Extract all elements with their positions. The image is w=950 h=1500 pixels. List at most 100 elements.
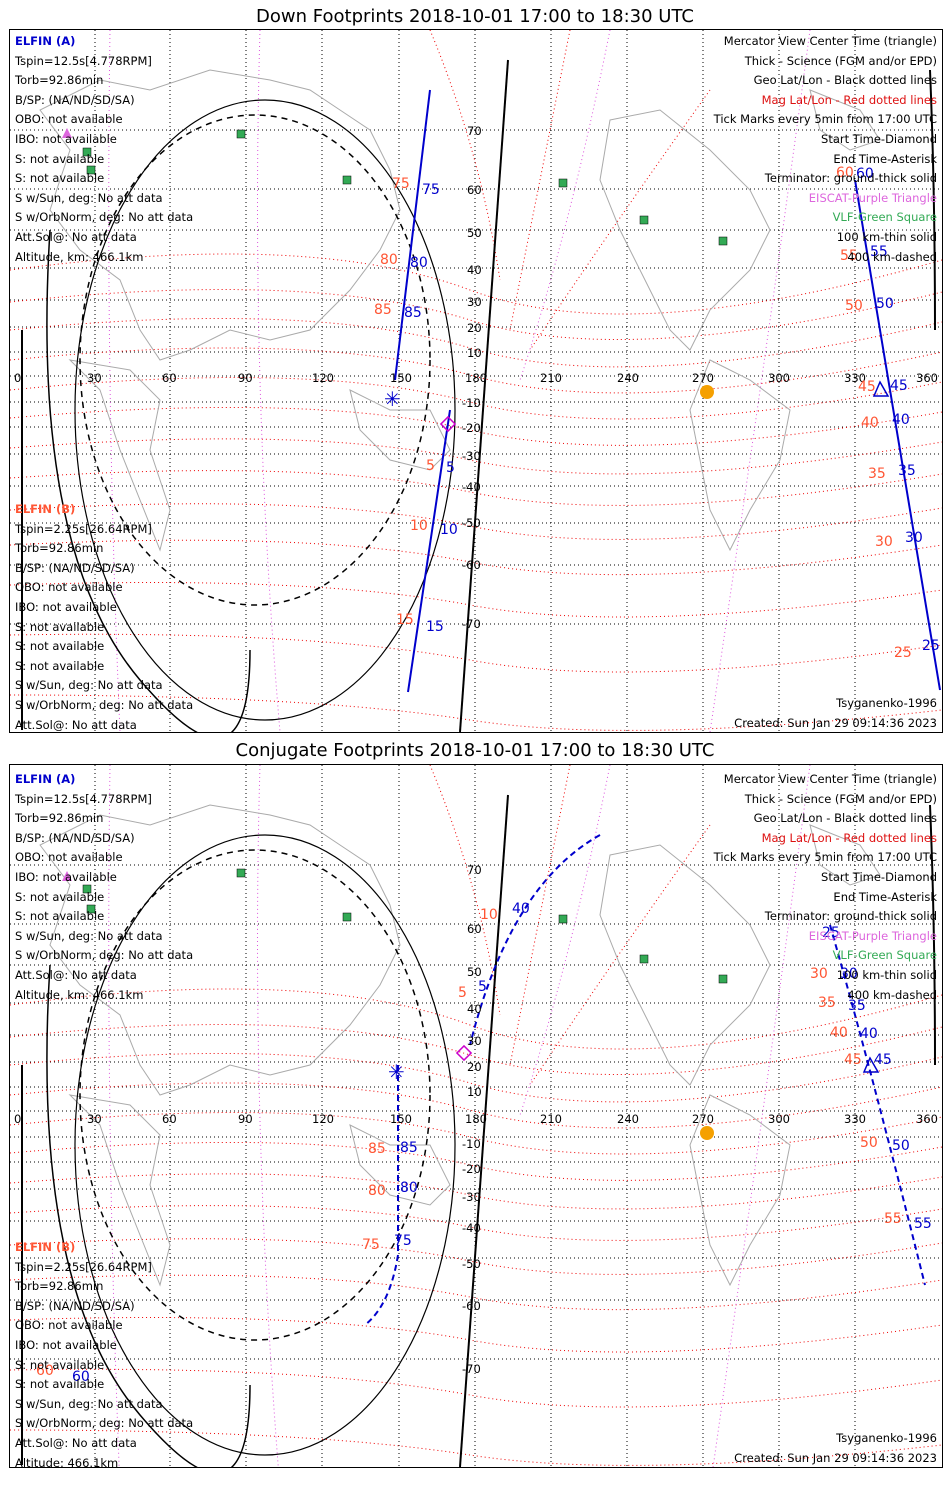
elfin-b-name: ELFIN (B): [15, 1240, 76, 1254]
svg-text:45: 45: [890, 378, 908, 394]
terminator-right: [929, 69, 936, 331]
info-line: Att.Sol@: No att data: [15, 967, 137, 982]
svg-text:50: 50: [876, 296, 894, 312]
legend-item: Terminator: ground-thick solid: [764, 171, 937, 186]
svg-text:40: 40: [892, 412, 910, 428]
panel-title: Conjugate Footprints 2018-10-01 17:00 to…: [235, 740, 715, 761]
info-line: S w/Sun, deg: No att data: [15, 190, 163, 205]
legend-item: Terminator: ground-thick solid: [764, 909, 937, 924]
elfin-a-track-south: [407, 409, 451, 693]
info-line: S: not available: [15, 171, 105, 186]
info-line: Torb=92.86min: [15, 73, 104, 88]
eiscat-triangle: [62, 128, 72, 138]
mag-grid: [10, 765, 942, 1466]
legend-item: EISCAT-Purple Triangle: [808, 928, 937, 943]
svg-text:-70: -70: [462, 617, 481, 631]
info-line: S w/OrbNorm, deg: No att data: [15, 210, 194, 225]
svg-text:5: 5: [458, 985, 467, 1001]
legend-item: Mercator View Center Time (triangle): [723, 772, 937, 786]
svg-text:50: 50: [892, 1138, 910, 1154]
svg-text:330: 330: [844, 371, 866, 385]
info-line: Torb=92.86min: [15, 1279, 104, 1294]
info-line: S: not available: [15, 639, 105, 654]
info-line: OBO: not available: [15, 112, 123, 127]
svg-text:45: 45: [858, 379, 876, 395]
legend-item: 100 km-thin solid: [836, 229, 937, 244]
info-line: Att.Sol@: No att data: [15, 1435, 137, 1450]
elfin-a-track-east: [854, 179, 941, 691]
info-line: S w/OrbNorm, deg: No att data: [15, 697, 194, 712]
info-line: Altitude, km: 466.1km: [15, 987, 144, 1002]
svg-text:240: 240: [617, 1112, 639, 1126]
info-line: S w/OrbNorm, deg: No att data: [15, 948, 194, 963]
svg-text:30: 30: [87, 371, 102, 385]
elfin-a-name: ELFIN (A): [15, 772, 76, 786]
svg-text:75: 75: [394, 1233, 412, 1249]
svg-text:50: 50: [860, 1135, 878, 1151]
panel-title: Down Footprints 2018-10-01 17:00 to 18:3…: [256, 6, 694, 27]
svg-text:60: 60: [36, 1363, 54, 1379]
svg-text:85: 85: [374, 302, 392, 318]
range-400km: [79, 114, 431, 606]
svg-text:55: 55: [914, 1216, 932, 1232]
svg-text:30: 30: [467, 1034, 482, 1048]
svg-text:40: 40: [467, 1002, 482, 1016]
elfin-a-conjugate-east: [829, 924, 926, 1286]
track-tick-labels: 75 75 80 80 85 85 5 5 10 10 15 15 60 60 …: [374, 165, 940, 661]
svg-text:300: 300: [768, 1112, 790, 1126]
elfin-b-name: ELFIN (B): [15, 502, 76, 516]
svg-text:70: 70: [467, 124, 482, 138]
info-line: S: not available: [15, 1357, 105, 1372]
range-100km: [74, 834, 456, 1456]
svg-text:150: 150: [390, 371, 412, 385]
svg-text:40: 40: [512, 901, 530, 917]
legend-item: 400 km-dashed: [847, 249, 937, 264]
svg-text:30: 30: [840, 966, 858, 982]
info-line: S: not available: [15, 909, 105, 924]
info-line: Tspin=2.25s[26.64RPM]: [15, 1259, 152, 1274]
info-line: IBO: not available: [15, 131, 117, 146]
svg-text:-60: -60: [462, 558, 481, 572]
map-canvas: ✳ 0 30 60 90 120 150 180 210 240 270 300…: [10, 765, 942, 1467]
track-tick-labels: 10 40 5 5 85 85 80 80 75 75 25 30 30 35 …: [36, 901, 932, 1385]
svg-text:180: 180: [465, 371, 487, 385]
svg-text:60: 60: [72, 1369, 90, 1385]
range-100km: [74, 99, 456, 721]
geo-grid: [10, 765, 942, 1467]
svg-text:40: 40: [467, 263, 482, 277]
terminator-left: [46, 964, 251, 1467]
mag-grid: [10, 30, 942, 731]
center-triangle: [862, 1056, 880, 1073]
start-diamond: [439, 415, 457, 433]
legend-item: Tick Marks every 5min from 17:00 UTC: [713, 850, 937, 865]
svg-text:270: 270: [692, 1112, 714, 1126]
sun-icon: [700, 1126, 714, 1140]
mag-meridians: [108, 30, 811, 732]
svg-text:180: 180: [465, 1112, 487, 1126]
svg-text:35: 35: [898, 463, 916, 479]
terminator-left: [46, 229, 251, 732]
info-line: B/SP: (NA/ND/SD/SA): [15, 560, 135, 575]
svg-text:300: 300: [768, 371, 790, 385]
info-line: S: not available: [15, 151, 105, 166]
legend-item: Mag Lat/Lon - Red dotted lines: [761, 830, 937, 845]
svg-text:75: 75: [392, 176, 410, 192]
info-line: S w/Sun, deg: No att data: [15, 1396, 163, 1411]
svg-text:55: 55: [884, 1211, 902, 1227]
elfin-b-info: ELFIN (B) Tspin=2.25s[26.64RPM] Torb=92.…: [15, 500, 194, 732]
svg-text:-30: -30: [462, 1190, 481, 1204]
legend-item: 100 km-thin solid: [836, 967, 937, 982]
legend-item: VLF-Green Square: [832, 210, 937, 225]
svg-text:10: 10: [410, 518, 428, 534]
legend-item: EISCAT-Purple Triangle: [808, 190, 937, 205]
legend-item: Geo Lat/Lon - Black dotted lines: [753, 811, 937, 826]
svg-text:10: 10: [467, 1085, 482, 1099]
legend-item: 400 km-dashed: [847, 987, 937, 1002]
legend-item: Thick - Science (FGM and/or EPD): [744, 53, 937, 68]
lat-tick-labels: 70 60 50 40 30 20 10 -10 -20 -30 -40 -50…: [462, 124, 482, 631]
svg-text:-50: -50: [462, 516, 481, 530]
legend: Mercator View Center Time (triangle) Thi…: [714, 32, 937, 267]
svg-text:40: 40: [860, 1026, 878, 1042]
svg-text:50: 50: [467, 965, 482, 979]
legend: Mercator View Center Time (triangle) Thi…: [714, 770, 937, 1005]
